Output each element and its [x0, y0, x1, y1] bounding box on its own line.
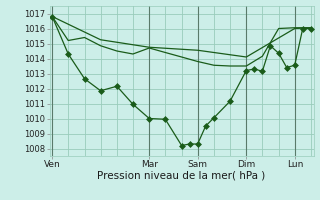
X-axis label: Pression niveau de la mer( hPa ): Pression niveau de la mer( hPa )	[98, 171, 266, 181]
